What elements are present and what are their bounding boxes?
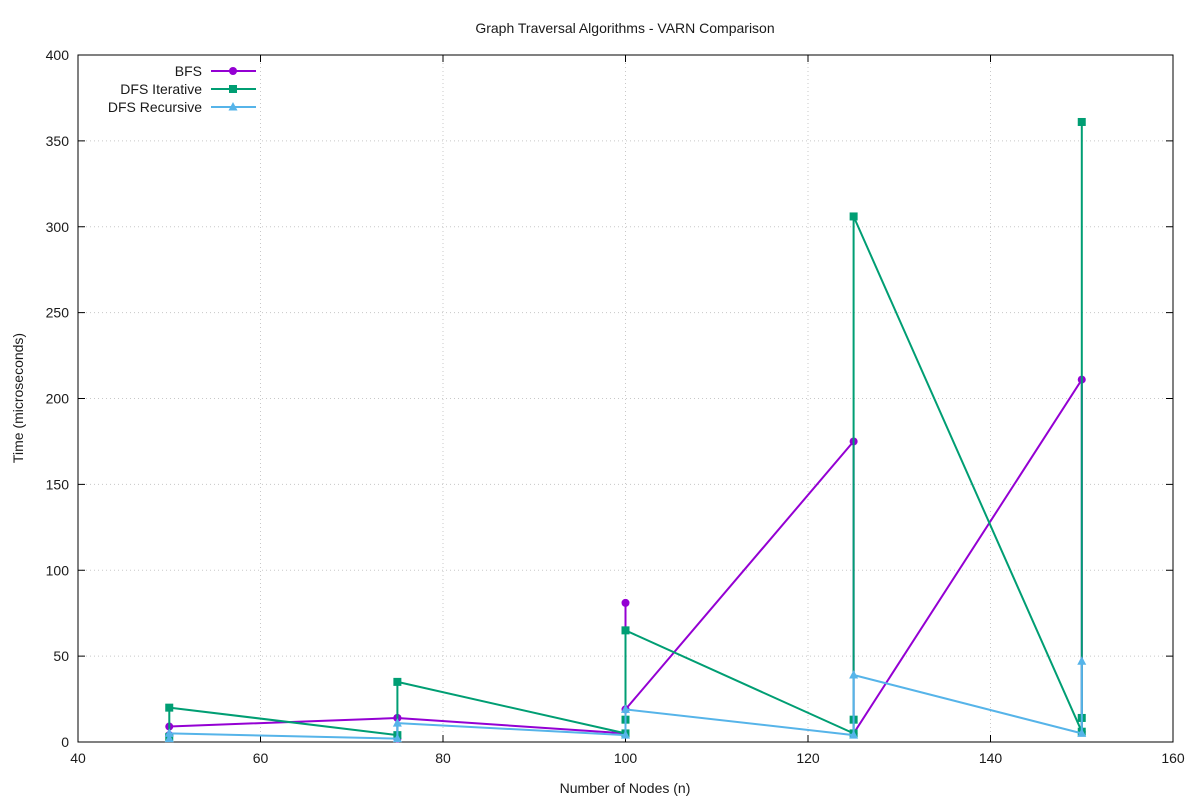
x-tick-label: 140 [979, 750, 1003, 766]
data-point [621, 704, 630, 713]
x-tick-label: 160 [1161, 750, 1185, 766]
data-point [393, 677, 402, 686]
x-tick-label: 100 [614, 750, 638, 766]
y-tick-label: 200 [46, 391, 70, 407]
data-point [165, 703, 174, 712]
y-tick-label: 350 [46, 133, 70, 149]
data-point [849, 212, 858, 221]
data-point [1077, 728, 1087, 737]
data-point [621, 730, 630, 739]
x-tick-label: 120 [796, 750, 820, 766]
legend: BFS DFS Iterative DFS Recursive [108, 63, 256, 115]
data-point [849, 730, 859, 739]
data-point [164, 733, 174, 743]
legend-item: DFS Recursive [108, 99, 256, 115]
legend-marker [228, 102, 238, 111]
data-point [392, 733, 402, 743]
data-point [1077, 656, 1087, 665]
y-tick-label: 250 [46, 305, 70, 321]
legend-item: DFS Iterative [120, 81, 256, 97]
legend-label: DFS Recursive [108, 99, 202, 115]
series-line [168, 661, 1083, 740]
series-line [168, 122, 1083, 737]
data-point [849, 670, 859, 679]
series-2 [164, 656, 1087, 743]
y-tick-label: 400 [46, 47, 70, 63]
legend-marker [229, 67, 237, 75]
series-layer [164, 117, 1087, 743]
axis-ticks: 40 60 80 100 120 140 160 0 50 100 150 200 250 300 350 4… [46, 47, 1185, 766]
data-point [1077, 117, 1086, 126]
legend-marker [229, 85, 237, 93]
y-tick-label: 300 [46, 219, 70, 235]
x-tick-label: 80 [435, 750, 451, 766]
x-tick-label: 40 [70, 750, 86, 766]
data-point [621, 598, 630, 607]
x-axis-title: Number of Nodes (n) [560, 780, 691, 796]
y-tick-label: 100 [46, 562, 70, 578]
data-point [164, 728, 174, 737]
data-point [392, 718, 402, 727]
x-tick-label: 60 [253, 750, 269, 766]
legend-label: BFS [175, 63, 202, 79]
data-point [621, 626, 630, 635]
chart-title: Graph Traversal Algorithms - VARN Compar… [475, 20, 774, 36]
legend-item: BFS [175, 63, 256, 79]
y-axis-title: Time (microseconds) [10, 333, 26, 463]
y-tick-label: 50 [53, 648, 69, 664]
y-tick-label: 150 [46, 476, 70, 492]
y-tick-label: 0 [61, 734, 69, 750]
legend-label: DFS Iterative [120, 81, 202, 97]
